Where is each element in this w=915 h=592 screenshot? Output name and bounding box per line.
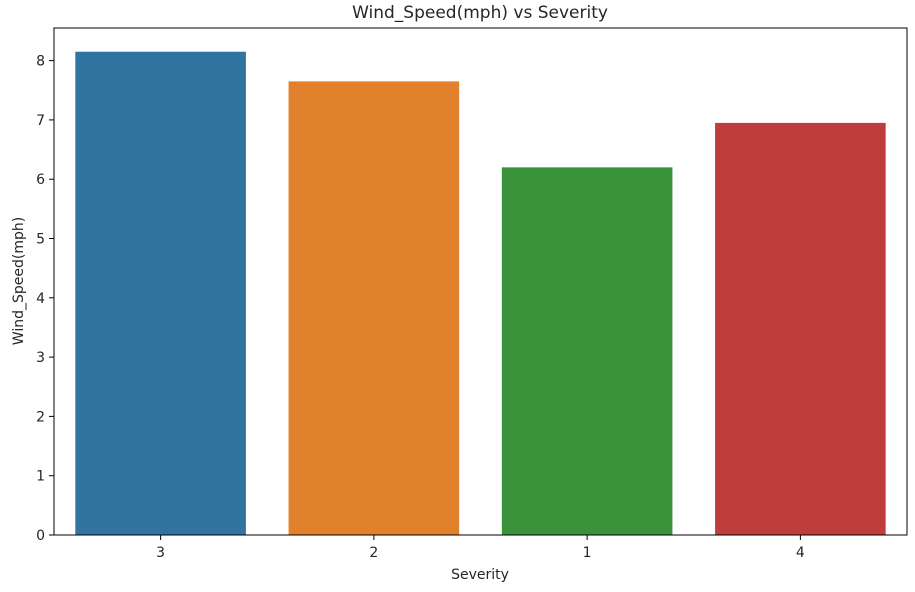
y-axis-ticks: 0 1 2 3 4 5 6 7 8 xyxy=(36,54,54,544)
chart-title: Wind_Speed(mph) vs Severity xyxy=(352,3,608,23)
y-tick-label: 7 xyxy=(36,113,45,129)
y-tick-label: 5 xyxy=(36,232,45,248)
y-tick-label: 6 xyxy=(36,172,45,188)
bar-severity-1 xyxy=(501,167,673,535)
plot-area-frame xyxy=(53,27,908,536)
bar-severity-3 xyxy=(75,51,246,535)
bar-severity-4 xyxy=(715,122,886,535)
y-tick-label: 0 xyxy=(36,528,45,544)
y-tick-label: 2 xyxy=(36,409,45,425)
x-tick-label: 1 xyxy=(583,545,592,561)
x-tick-label: 4 xyxy=(796,545,805,561)
bars-layer xyxy=(75,51,886,536)
x-tick-label: 2 xyxy=(369,545,378,561)
bar-severity-2 xyxy=(288,81,460,536)
y-tick-label: 8 xyxy=(36,54,45,70)
y-tick-label: 4 xyxy=(36,291,45,307)
x-axis-label: Severity xyxy=(451,567,509,583)
y-tick-label: 1 xyxy=(36,469,45,485)
x-tick-label: 3 xyxy=(156,545,165,561)
y-axis-label: Wind_Speed(mph) xyxy=(11,217,27,345)
x-axis-ticks: 3 2 1 4 xyxy=(156,535,805,561)
y-tick-label: 3 xyxy=(36,350,45,366)
